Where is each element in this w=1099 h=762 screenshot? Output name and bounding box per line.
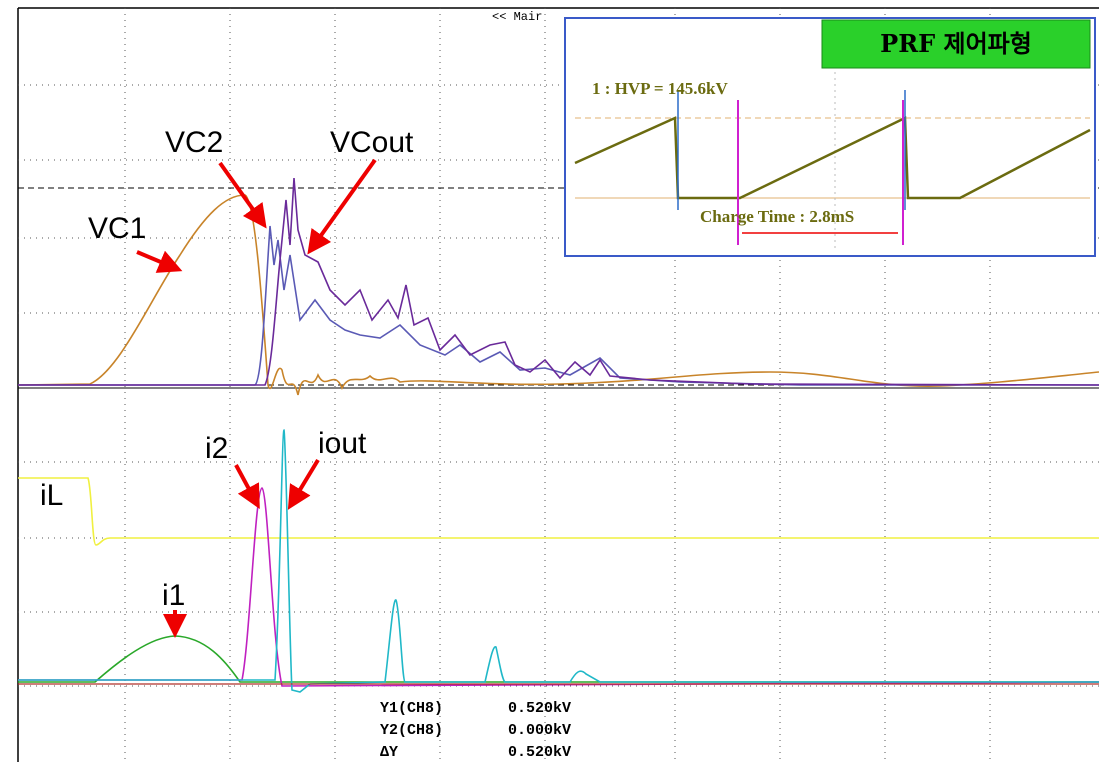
label: iout: [318, 427, 367, 460]
label: iL: [40, 479, 63, 512]
readout-value: 0.000kV: [508, 722, 571, 739]
readout-label: Y1(CH8): [380, 700, 443, 717]
inset-measure: 1 : HVP = 145.6kV: [592, 79, 728, 98]
inset-title: PRF 제어파형: [880, 29, 1032, 58]
label: i1: [162, 579, 185, 612]
inset-charge: Charge Time : 2.8mS: [700, 207, 854, 226]
label: VCout: [330, 126, 414, 159]
readout-label: Y2(CH8): [380, 722, 443, 739]
label: VC2: [165, 126, 223, 159]
readout-label: ΔY: [380, 744, 398, 761]
scope-screen: VC1 VC2 VCout i1 i2 iout iL << Mair PRF …: [0, 0, 1099, 762]
label: i2: [205, 432, 228, 465]
menu-text: << Mair: [492, 10, 542, 24]
readout-value: 0.520kV: [508, 744, 571, 761]
label: VC1: [88, 212, 146, 245]
inset: PRF 제어파형 1 : HVP = 145.6kV Charge Time :…: [565, 18, 1095, 256]
readout-value: 0.520kV: [508, 700, 571, 717]
